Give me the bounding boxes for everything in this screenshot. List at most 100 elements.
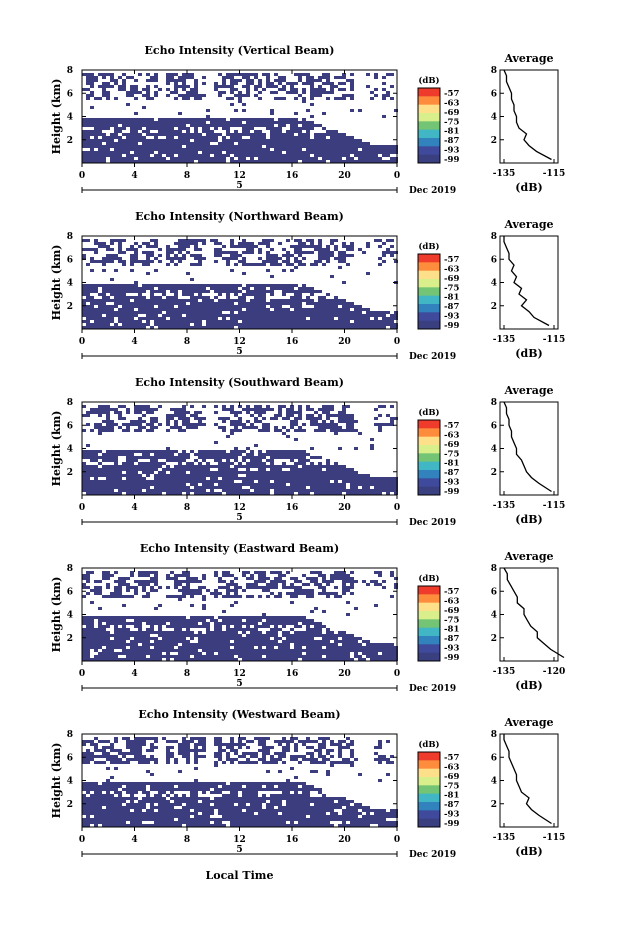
heatmap-cell bbox=[262, 492, 266, 495]
heatmap-cell bbox=[334, 76, 338, 79]
heatmap-cell bbox=[250, 646, 254, 649]
heatmap-cell bbox=[122, 308, 126, 311]
heatmap-cell bbox=[94, 411, 98, 414]
heatmap-cell bbox=[102, 489, 106, 492]
heatmap-cell bbox=[366, 492, 370, 495]
heatmap-cell bbox=[242, 646, 246, 649]
colorbar-tick-label: -87 bbox=[444, 468, 459, 478]
heatmap-cell bbox=[174, 130, 178, 133]
heatmap-cell bbox=[326, 299, 330, 302]
heatmap-cell bbox=[290, 85, 294, 88]
heatmap-cell bbox=[94, 489, 98, 492]
heatmap-cell bbox=[286, 326, 290, 329]
heatmap-cell bbox=[302, 287, 306, 290]
heatmap-cell bbox=[222, 420, 226, 423]
heatmap-cell bbox=[150, 489, 154, 492]
heatmap-cell bbox=[278, 577, 282, 580]
heatmap-cell bbox=[182, 643, 186, 646]
heatmap-cell bbox=[198, 468, 202, 471]
heatmap-cell bbox=[110, 145, 114, 148]
heatmap-cell bbox=[222, 619, 226, 622]
heatmap-cell bbox=[194, 480, 198, 483]
heatmap-cell bbox=[178, 287, 182, 290]
heatmap-cell bbox=[322, 248, 326, 251]
heatmap-cell bbox=[242, 139, 246, 142]
heatmap-cell bbox=[134, 97, 138, 100]
colorbar-swatch bbox=[418, 461, 440, 471]
heatmap-cell bbox=[226, 151, 230, 154]
heatmap-cell bbox=[286, 118, 290, 121]
heatmap-cell bbox=[206, 305, 210, 308]
panel-3: Echo Intensity (Southward Beam)8642Heigh… bbox=[50, 376, 565, 528]
heatmap-cell bbox=[154, 284, 158, 287]
heatmap-cell bbox=[86, 474, 90, 477]
heatmap-cell bbox=[278, 619, 282, 622]
heatmap-cell bbox=[342, 323, 346, 326]
heatmap-cell bbox=[298, 453, 302, 456]
heatmap-cell bbox=[98, 580, 102, 583]
heatmap-cell bbox=[246, 145, 250, 148]
heatmap-cell bbox=[266, 426, 270, 429]
heatmap-cell bbox=[250, 245, 254, 248]
heatmap-cell bbox=[130, 492, 134, 495]
heatmap-cell bbox=[118, 76, 122, 79]
heatmap-cell bbox=[130, 308, 134, 311]
heatmap-cell bbox=[278, 160, 282, 163]
heatmap-cell bbox=[214, 658, 218, 661]
heatmap-cell bbox=[122, 483, 126, 486]
heatmap-cell bbox=[226, 652, 230, 655]
heatmap-cell bbox=[238, 492, 242, 495]
heatmap-cell bbox=[202, 459, 206, 462]
heatmap-cell bbox=[302, 139, 306, 142]
heatmap-cell bbox=[306, 480, 310, 483]
heatmap-cell bbox=[162, 450, 166, 453]
heatmap-cell bbox=[230, 311, 234, 314]
heatmap-cell bbox=[278, 414, 282, 417]
heatmap-cell bbox=[122, 480, 126, 483]
heatmap-cell bbox=[146, 616, 150, 619]
heatmap-cell bbox=[202, 450, 206, 453]
heatmap-cell bbox=[274, 314, 278, 317]
heatmap-cell bbox=[178, 634, 182, 637]
heatmap-cell bbox=[354, 420, 358, 423]
heatmap-cell bbox=[278, 465, 282, 468]
heatmap-cell bbox=[294, 652, 298, 655]
heatmap-cell bbox=[266, 465, 270, 468]
heatmap-cell bbox=[254, 655, 258, 658]
heatmap-cell bbox=[182, 423, 186, 426]
heatmap-cell bbox=[170, 616, 174, 619]
heatmap-cell bbox=[142, 483, 146, 486]
heatmap-cell bbox=[218, 417, 222, 420]
heatmap-cell bbox=[222, 145, 226, 148]
heatmap-cell bbox=[162, 299, 166, 302]
heatmap-cell bbox=[150, 586, 154, 589]
heatmap-cell bbox=[302, 311, 306, 314]
heatmap-cell bbox=[210, 631, 214, 634]
heatmap-cell bbox=[110, 408, 114, 411]
heatmap-cell bbox=[282, 287, 286, 290]
heatmap-cell bbox=[266, 302, 270, 305]
heatmap-cell bbox=[82, 462, 86, 465]
heatmap-cell bbox=[118, 619, 122, 622]
heatmap-cell bbox=[258, 305, 262, 308]
heatmap-cell bbox=[390, 245, 394, 248]
heatmap-cell bbox=[346, 94, 350, 97]
heatmap-cell bbox=[110, 139, 114, 142]
heatmap-cell bbox=[234, 88, 238, 91]
heatmap-cell bbox=[290, 299, 294, 302]
heatmap-cell bbox=[318, 290, 322, 293]
heatmap-cell bbox=[230, 145, 234, 148]
heatmap-cell bbox=[210, 314, 214, 317]
heatmap-cell bbox=[262, 577, 266, 580]
heatmap-cell bbox=[198, 293, 202, 296]
heatmap-cell bbox=[342, 76, 346, 79]
heatmap-cell bbox=[266, 79, 270, 82]
heatmap-cell bbox=[90, 471, 94, 474]
heatmap-cell bbox=[226, 619, 230, 622]
heatmap-cell bbox=[230, 480, 234, 483]
heatmap-cell bbox=[118, 320, 122, 323]
heatmap-cell bbox=[290, 586, 294, 589]
heatmap-cell bbox=[98, 486, 102, 489]
heatmap-cell bbox=[182, 471, 186, 474]
heatmap-cell bbox=[130, 130, 134, 133]
